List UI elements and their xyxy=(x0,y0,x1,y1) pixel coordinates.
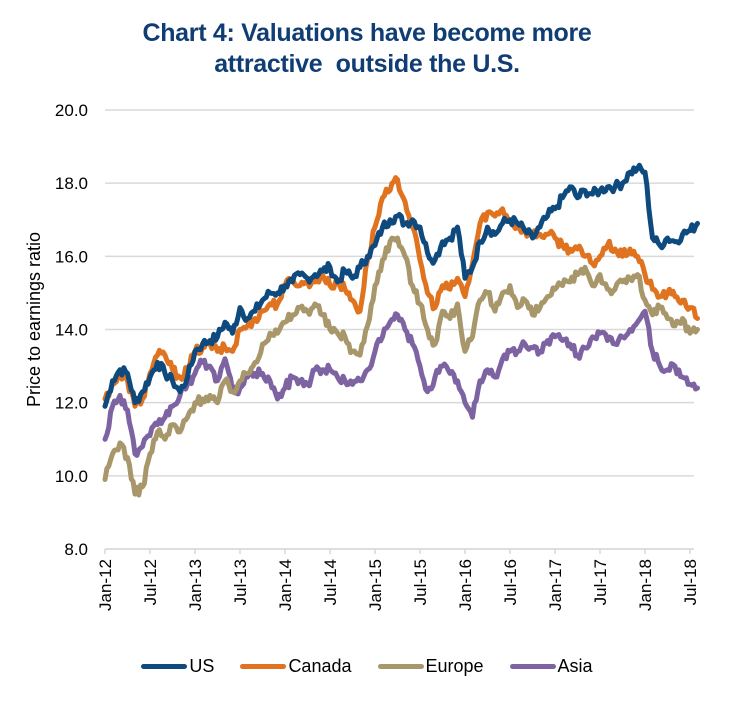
legend-item-canada: Canada xyxy=(240,656,352,677)
y-tick-label: 14.0 xyxy=(55,321,88,340)
x-tick-label: Jan-15 xyxy=(366,559,385,611)
chart-title-line-1: Chart 4: Valuations have become more xyxy=(142,19,592,47)
y-tick-label: 20.0 xyxy=(55,101,88,120)
legend-label-us: US xyxy=(189,656,215,676)
legend-item-us: US xyxy=(141,656,214,677)
x-tick-label: Jan-16 xyxy=(456,559,475,611)
x-tick-label: Jul-14 xyxy=(321,559,340,605)
x-tick-label: Jan-13 xyxy=(186,559,205,611)
legend-item-europe: Europe xyxy=(377,656,484,677)
y-tick-label: 12.0 xyxy=(55,394,88,413)
x-tick-label: Jan-14 xyxy=(276,559,295,611)
y-axis-title: Price to earnings ratio xyxy=(24,232,44,407)
x-tick-label: Jan-18 xyxy=(636,559,655,611)
x-tick-label: Jan-17 xyxy=(546,559,565,611)
y-axis-ticks: 8.0 10.0 12.0 14.0 16.0 18.0 20.0 xyxy=(55,101,88,559)
x-tick-label: Jul-13 xyxy=(231,559,250,605)
chart-title-line-2: attractive outside the U.S. xyxy=(214,50,520,78)
legend-item-asia: Asia xyxy=(509,656,593,677)
legend-label-canada: Canada xyxy=(288,656,352,676)
y-tick-label: 16.0 xyxy=(55,247,88,266)
legend-label-europe: Europe xyxy=(425,656,484,676)
series-line-europe xyxy=(102,235,700,498)
legend: US Canada Europe Asia xyxy=(0,656,734,677)
series-line-us xyxy=(102,162,700,409)
chart-title: Chart 4: Valuations have become more att… xyxy=(0,18,734,80)
gridlines xyxy=(105,109,694,550)
x-tick-label: Jul-18 xyxy=(681,559,700,605)
y-tick-label: 10.0 xyxy=(55,467,88,486)
y-tick-label: 8.0 xyxy=(64,540,88,559)
legend-swatch-canada xyxy=(240,664,287,669)
x-axis: Jan-12 Jul-12 Jan-13 Jul-13 Jan-14 Jul-14 Jan-… xyxy=(96,548,700,611)
legend-swatch-asia xyxy=(509,664,556,669)
line-chart: 8.0 10.0 12.0 14.0 16.0 18.0 20.0 Jan-12 Jul-12… xyxy=(24,101,700,611)
x-tick-label: Jan-12 xyxy=(96,559,115,611)
x-tick-label: Jul-12 xyxy=(141,559,160,605)
series-lines xyxy=(102,162,700,498)
legend-swatch-europe xyxy=(377,664,424,669)
x-tick-label: Jul-17 xyxy=(591,559,610,605)
x-tick-label: Jul-16 xyxy=(501,559,520,605)
y-tick-label: 18.0 xyxy=(55,174,88,193)
legend-swatch-us xyxy=(141,664,188,669)
series-line-asia xyxy=(102,308,700,458)
x-tick-label: Jul-15 xyxy=(411,559,430,605)
legend-label-asia: Asia xyxy=(557,656,593,676)
